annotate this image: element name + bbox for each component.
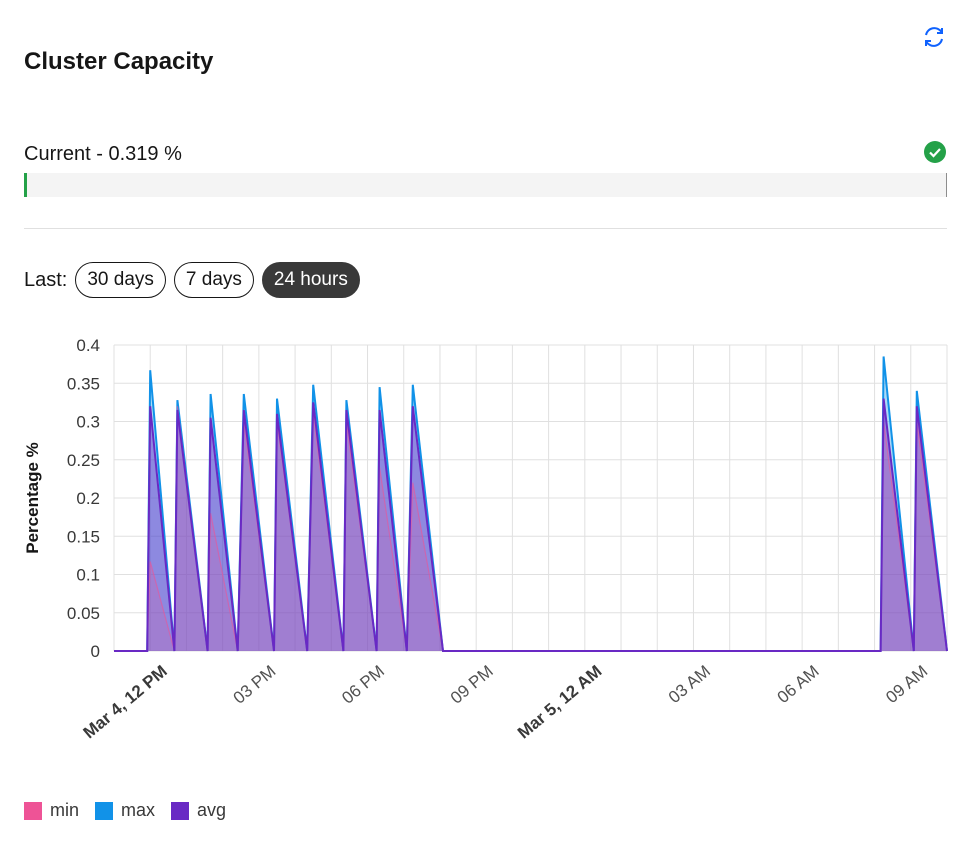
x-tick-label: Mar 4, 12 PM xyxy=(80,662,171,743)
range-30-days-button[interactable]: 30 days xyxy=(75,262,166,298)
x-tick-label: 03 PM xyxy=(230,662,280,708)
y-tick-label: 0.35 xyxy=(67,374,100,393)
card-title: Cluster Capacity xyxy=(24,48,214,75)
x-tick-label: 06 PM xyxy=(338,662,388,708)
refresh-icon[interactable] xyxy=(921,24,947,50)
y-axis-title: Percentage % xyxy=(23,442,42,554)
range-7-days-button[interactable]: 7 days xyxy=(173,262,254,298)
range-24-hours-button[interactable]: 24 hours xyxy=(261,262,360,298)
x-tick-label: 09 AM xyxy=(882,662,931,708)
series-max-area xyxy=(114,356,947,651)
capacity-progress-bar xyxy=(24,173,947,197)
series-avg-area xyxy=(114,398,947,651)
legend-item-min[interactable]: min xyxy=(24,800,79,821)
legend-swatch-avg xyxy=(171,801,190,820)
y-tick-label: 0.2 xyxy=(76,489,100,508)
y-tick-label: 0.15 xyxy=(67,527,100,546)
legend-item-max[interactable]: max xyxy=(95,800,155,821)
divider xyxy=(24,228,947,229)
y-tick-label: 0 xyxy=(91,642,100,661)
legend-swatch-min xyxy=(24,801,42,820)
chart-legend: min max avg xyxy=(24,800,226,821)
time-range-selector: Last: 30 days 7 days 24 hours xyxy=(24,262,360,298)
checkmark-circle-icon xyxy=(924,141,946,163)
y-tick-label: 0.25 xyxy=(67,451,100,470)
current-usage-label: Current - 0.319 % xyxy=(24,143,182,165)
capacity-progress-fill xyxy=(24,173,27,197)
y-tick-label: 0.05 xyxy=(67,604,100,623)
time-range-label: Last: xyxy=(24,268,68,291)
x-tick-label: 06 AM xyxy=(774,662,823,708)
series-avg-line xyxy=(114,398,948,652)
legend-label-min: min xyxy=(50,800,80,820)
capacity-area-chart: 0 0.05 0.1 0.15 0.2 0.25 0.3 0.35 0.4 Percentage … xyxy=(23,336,948,743)
legend-label-max: max xyxy=(121,800,156,820)
y-tick-label: 0.1 xyxy=(76,566,100,585)
series-min-area xyxy=(114,406,947,651)
legend-swatch-max xyxy=(95,801,114,820)
y-tick-label: 0.4 xyxy=(76,336,100,355)
x-tick-label: 03 AM xyxy=(665,662,714,708)
y-tick-label: 0.3 xyxy=(76,413,100,432)
x-tick-label: 09 PM xyxy=(447,662,497,708)
legend-item-avg[interactable]: avg xyxy=(171,800,226,821)
x-tick-label: Mar 5, 12 AM xyxy=(514,662,605,743)
legend-label-avg: avg xyxy=(197,800,227,820)
